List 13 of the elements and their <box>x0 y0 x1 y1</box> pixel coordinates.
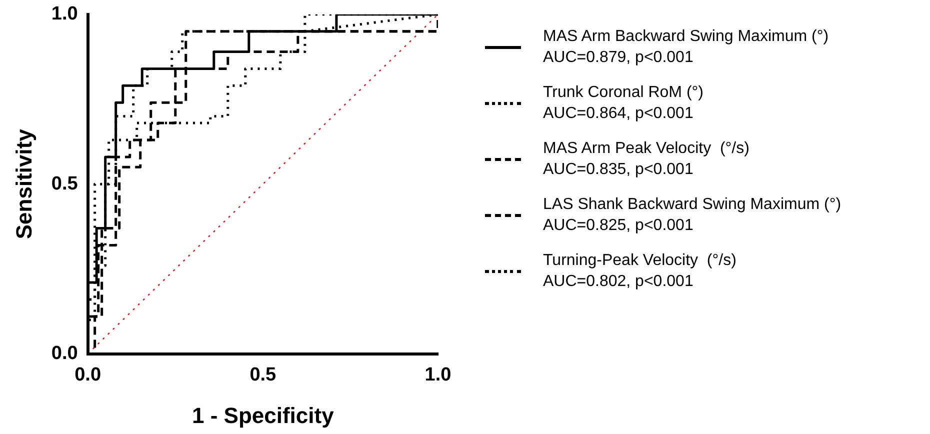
y-tick-label: 0.5 <box>51 173 78 194</box>
x-axis-title: 1 - Specificity <box>192 402 335 428</box>
legend-label: MAS Arm Peak Velocity (°/s) AUC=0.835, p<0.001 <box>543 139 750 180</box>
legend-label: Trunk Coronal RoM (°) AUC=0.864, p<0.001 <box>543 83 704 124</box>
y-axis-title: Sensitivity <box>11 128 36 240</box>
x-tick-label: 1.0 <box>424 364 452 386</box>
legend-label: LAS Shank Backward Swing Maximum (°) AUC=0.825, p<0.001 <box>543 195 842 236</box>
x-tick-label: 0.5 <box>250 364 277 386</box>
legend-label: MAS Arm Backward Swing Maximum (°) AUC=0.879, p<0.001 <box>543 27 829 68</box>
y-tick-label: 0.0 <box>51 343 78 364</box>
legend-label: Turning-Peak Velocity (°/s) AUC=0.802, p<0.001 <box>543 251 736 292</box>
x-tick-label: 0.0 <box>74 364 102 386</box>
y-tick-label: 1.0 <box>51 4 78 25</box>
